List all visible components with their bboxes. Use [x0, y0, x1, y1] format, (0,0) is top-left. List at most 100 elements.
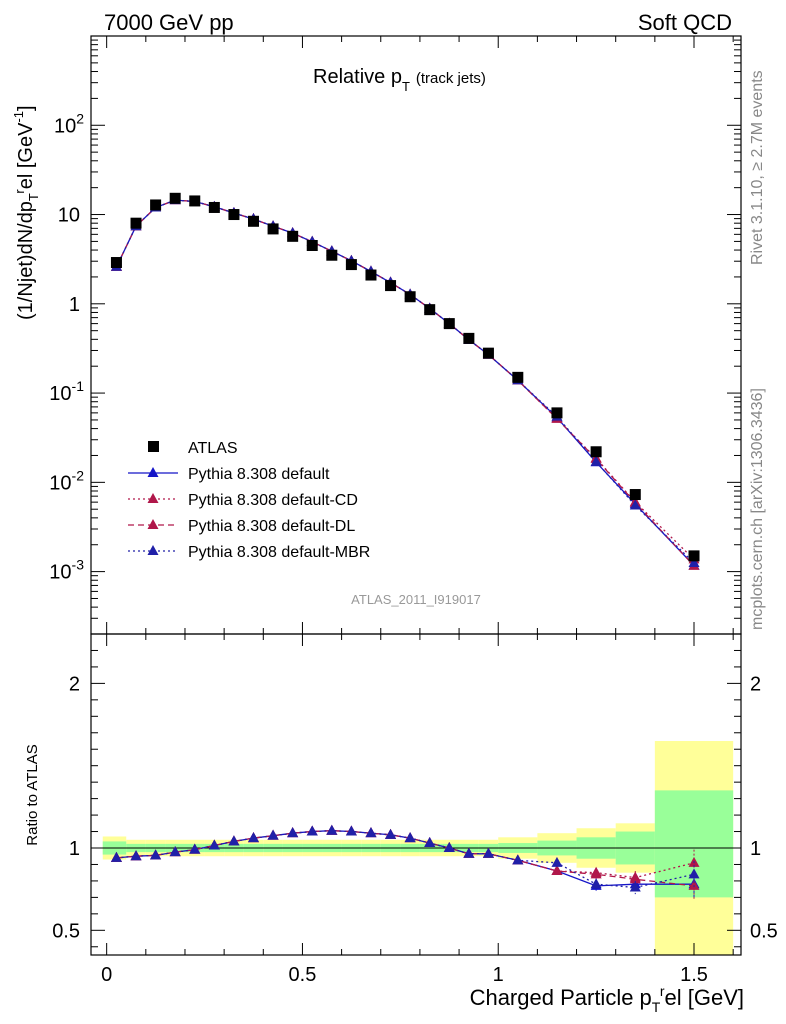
atlas-data-point	[688, 550, 700, 562]
header-right-label: Soft QCD	[638, 10, 732, 35]
atlas-data-point	[150, 199, 162, 211]
main-y-tick-label: 10-3	[49, 557, 84, 584]
ratio-marker-3	[150, 849, 162, 860]
ratio-y-tick-label: 0.5	[52, 920, 80, 942]
atlas-data-point	[404, 291, 416, 303]
rivet-side-label: Rivet 3.1.10, ≥ 2.7M events	[749, 70, 766, 265]
main-y-tick-label: 102	[54, 110, 84, 137]
atlas-data-point	[287, 230, 299, 242]
ratio-marker-3	[512, 854, 524, 865]
ratio-marker-3	[208, 839, 220, 850]
ratio-marker-3	[404, 832, 416, 843]
atlas-data-point	[590, 446, 602, 458]
atlas-data-point	[512, 371, 524, 383]
atlas-data-point	[228, 209, 240, 221]
legend-atlas-label: ATLAS	[188, 440, 238, 457]
header-left-label: 7000 GeV pp	[104, 10, 234, 35]
ratio-marker-3	[110, 851, 122, 862]
atlas-data-point	[463, 332, 475, 344]
legend-marker-3	[147, 545, 159, 555]
analysis-label: ATLAS_2011_I919017	[351, 592, 481, 607]
ratio-marker-3	[365, 827, 377, 838]
legend-marker-1	[147, 493, 159, 503]
ratio-marker-3	[688, 868, 700, 879]
x-axis-label: Charged Particle pTrel [GeV]	[470, 983, 744, 1015]
main-plot-panel: 10-3 10-2 10-1 1 10 102 Relative pT (track jet…	[11, 35, 742, 635]
main-axis-ticks: 10-3 10-2 10-1 1 10 102	[49, 36, 741, 635]
ratio-marker-3	[385, 828, 397, 839]
series-marker-3	[688, 556, 700, 567]
main-series-group	[110, 194, 700, 570]
ratio-plot-frame	[90, 633, 742, 956]
atlas-data-point	[267, 223, 279, 235]
series-line-2	[115, 199, 695, 567]
ratio-axis-ticks: 0.5 0.5 1 1 2 2 0 0.5 1 1.5	[52, 634, 778, 986]
ratio-marker-3	[443, 842, 455, 852]
atlas-data-point	[629, 489, 641, 501]
ratio-marker-2	[629, 873, 641, 884]
legend-label-0: Pythia 8.308 default	[188, 466, 330, 483]
main-y-tick-label: 10-2	[49, 467, 84, 494]
ratio-marker-3	[463, 847, 475, 858]
ratio-marker-3	[345, 825, 357, 836]
atlas-data-point	[208, 201, 220, 213]
ratio-marker-3	[228, 835, 240, 846]
ratio-y-tick-label-right: 1	[750, 838, 761, 860]
atlas-data-point	[385, 280, 397, 292]
atlas-data-point	[248, 215, 259, 227]
atlas-data-point	[482, 347, 494, 359]
series-marker-3	[629, 499, 641, 510]
main-y-tick-label: 10	[58, 205, 80, 227]
atlas-data-point	[326, 249, 338, 261]
series-line-0	[115, 199, 695, 566]
ratio-marker-3	[189, 843, 201, 854]
atlas-data-point	[110, 257, 122, 269]
ratio-marker-2	[551, 865, 563, 876]
ratio-marker-2	[590, 868, 602, 879]
atlas-data-point	[130, 217, 142, 229]
atlas-data-point	[551, 407, 563, 419]
ratio-marker-3	[169, 846, 181, 857]
ratio-marker-3	[629, 881, 641, 892]
ratio-marker-3	[306, 825, 318, 836]
ratio-marker-3	[130, 850, 142, 861]
y-axis-label: (1/Njet)dN/dpTrel [GeV-1]	[11, 105, 41, 320]
legend-label-2: Pythia 8.308 default-DL	[188, 518, 355, 535]
atlas-data-point	[169, 192, 181, 204]
legend-atlas-marker	[148, 441, 159, 452]
ratio-marker-3	[248, 832, 259, 843]
ratio-y-tick-label-right: 0.5	[750, 920, 778, 942]
atlas-data-point	[443, 318, 455, 330]
ratio-marker-3	[287, 827, 299, 838]
ratio-y-tick-label: 2	[69, 673, 80, 695]
ratio-marker-3	[551, 856, 563, 867]
ratio-marker-2	[688, 879, 700, 890]
ratio-uncertainty-bands	[91, 741, 741, 955]
mcplots-side-label: mcplots.cern.ch [arXiv:1306.3436]	[749, 388, 766, 630]
legend-marker-2	[147, 519, 159, 529]
legend-label-3: Pythia 8.308 default-MBR	[188, 544, 370, 561]
ratio-y-tick-label-right: 2	[750, 673, 761, 695]
atlas-data-point	[365, 269, 377, 281]
legend: ATLAS Pythia 8.308 default Pythia 8.308 de…	[128, 440, 370, 561]
atlas-data-point	[424, 304, 436, 316]
ratio-marker-3	[424, 837, 436, 848]
x-tick-label: 1.5	[680, 964, 708, 986]
atlas-data-point	[345, 259, 357, 271]
chart-title: Relative pT (track jets)	[313, 66, 486, 94]
ratio-marker-3	[267, 829, 279, 840]
ratio-series-group	[110, 824, 700, 900]
ratio-marker-3	[326, 824, 338, 835]
ratio-marker-3	[590, 878, 602, 889]
ratio-y-axis-label: Ratio to ATLAS	[24, 744, 41, 845]
atlas-data-points	[110, 192, 700, 562]
ratio-marker-3	[482, 847, 494, 858]
legend-marker-0	[147, 467, 159, 477]
legend-label-1: Pythia 8.308 default-CD	[188, 492, 358, 509]
atlas-data-point	[306, 239, 318, 251]
series-marker-3	[590, 455, 602, 466]
main-y-tick-label: 1	[69, 294, 80, 316]
main-y-tick-label: 10-1	[49, 378, 84, 405]
x-tick-label: 0	[101, 964, 112, 986]
